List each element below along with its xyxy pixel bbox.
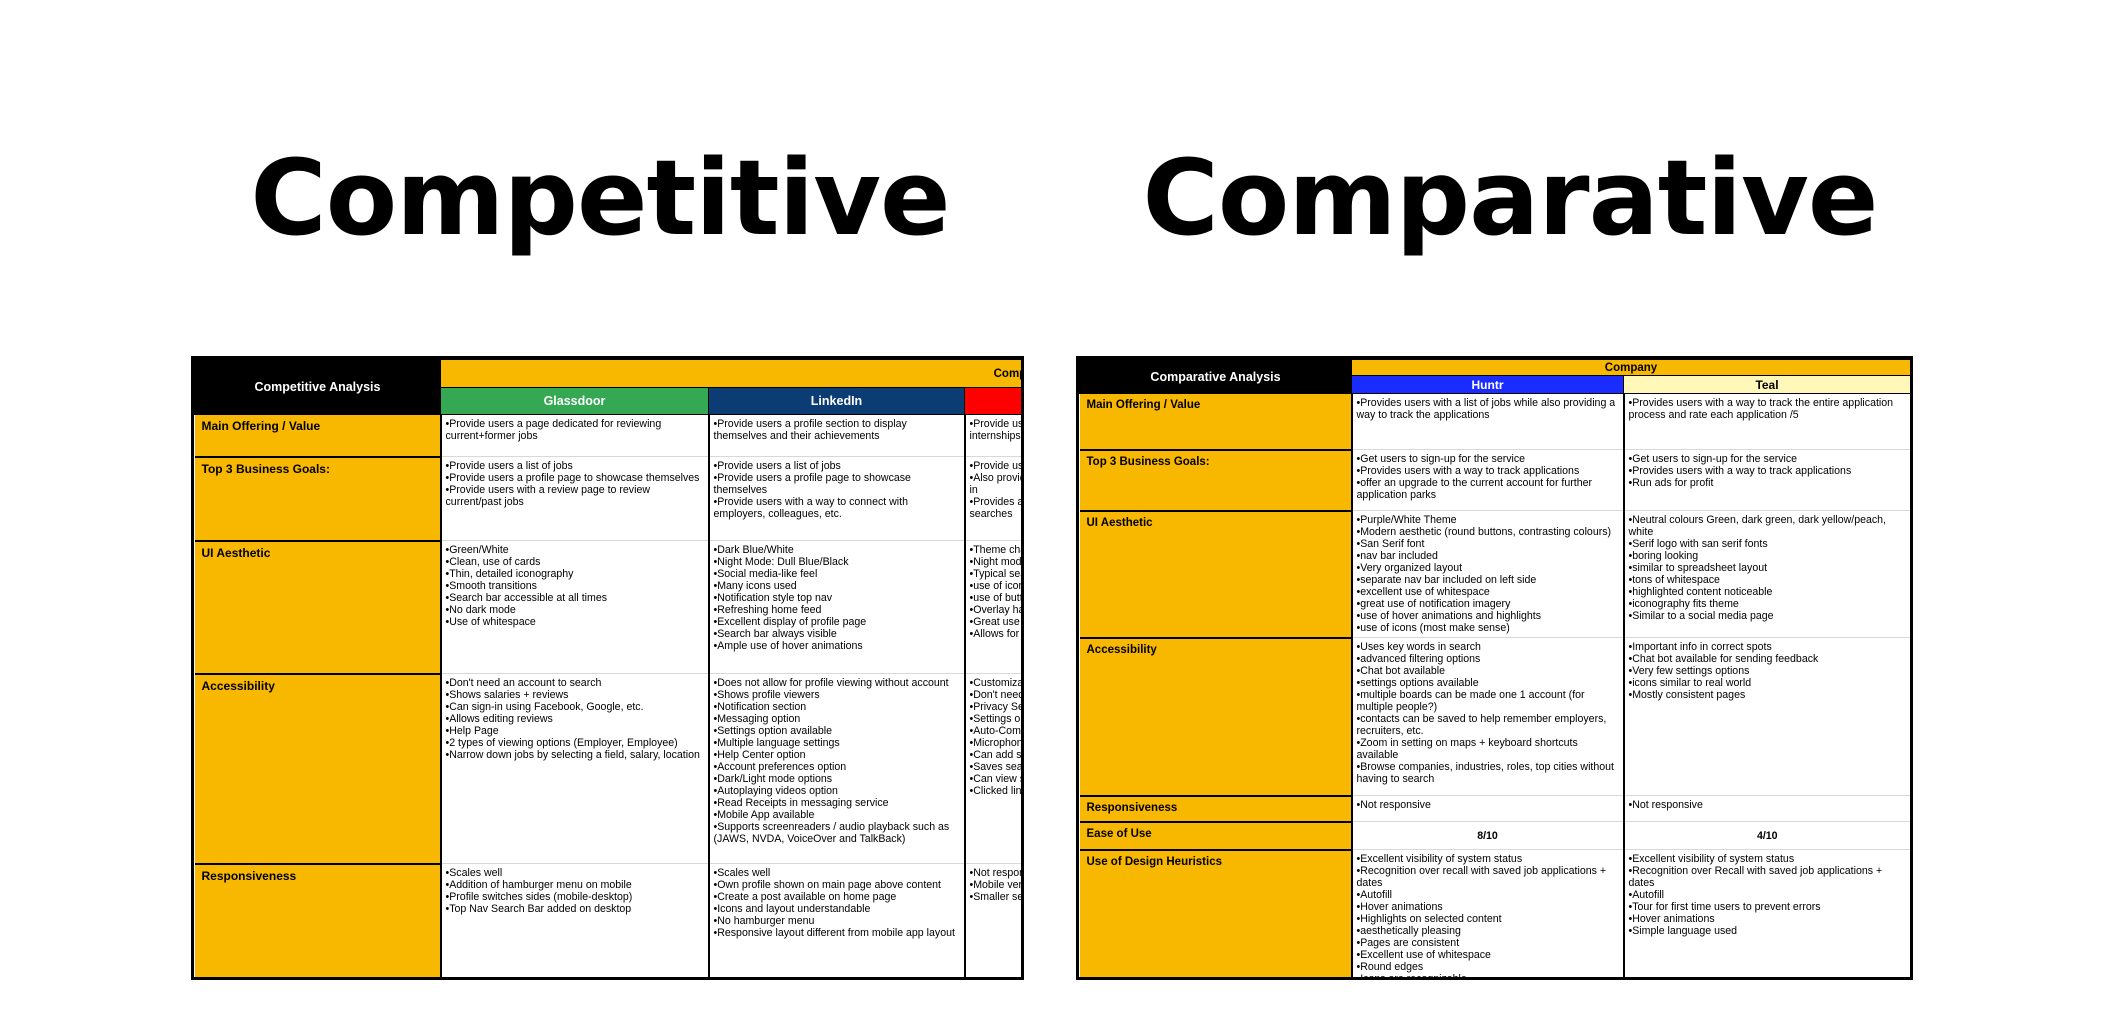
- row-label-ui-aesthetic: UI Aesthetic: [194, 540, 442, 675]
- competitive-heading: Competitive: [250, 137, 950, 259]
- table-cell: •Scales well •Addition of hamburger menu…: [440, 863, 710, 977]
- row-label-ui-aesthetic: UI Aesthetic: [1079, 510, 1353, 639]
- table-cell: •Get users to sign-up for the service •P…: [1351, 449, 1625, 511]
- cell-text: •Provides users with a list of jobs whil…: [1356, 397, 1616, 421]
- company-header-third: [963, 387, 1021, 415]
- cell-text: •Provide users a list of jobs •Provide u…: [445, 460, 700, 508]
- table-cell: •Don't need an account to search •Shows …: [440, 673, 710, 864]
- table-cell: •Provide users a list of jobs •Provide u…: [708, 456, 966, 541]
- table-cell: •Provide use •Also provide in •Provides …: [963, 456, 1024, 541]
- cell-text: •Scales well •Addition of hamburger menu…: [445, 867, 633, 915]
- row-label-responsiveness: Responsiveness: [1079, 795, 1353, 823]
- table-cell: •Uses key words in search •advanced filt…: [1351, 637, 1625, 796]
- cell-text: •Provide use internships,: [969, 418, 1024, 442]
- table-cell: •Provide users a page dedicated for revi…: [440, 414, 710, 457]
- cell-text: •Green/White •Clean, use of cards •Thin,…: [445, 544, 608, 628]
- competitive-analysis-table: Competitive Analysis Company Glassdoor L…: [191, 356, 1024, 980]
- table-title: Competitive Analysis: [194, 359, 441, 415]
- cell-text: •Provide users a profile section to disp…: [713, 418, 907, 442]
- company-header-glassdoor: Glassdoor: [440, 387, 709, 415]
- table-cell: •Customizab •Don't need •Privacy Set •Se…: [963, 673, 1024, 864]
- cell-text: •Scales well •Own profile shown on main …: [713, 867, 955, 939]
- table-cell: •Excellent visibility of system status •…: [1623, 849, 1910, 977]
- cell-text: •Get users to sign-up for the service •P…: [1356, 453, 1593, 501]
- company-header-teal: Teal: [1623, 375, 1910, 394]
- table-cell: •Neutral colours Green, dark green, dark…: [1623, 510, 1910, 638]
- cell-text: •Customizab •Don't need •Privacy Set •Se…: [969, 677, 1024, 797]
- table-cell: •Purple/White Theme •Modern aesthetic (r…: [1351, 510, 1625, 638]
- row-label-main-offering: Main Offering / Value: [194, 414, 442, 458]
- cell-text: •Not responsive: [1628, 799, 1703, 811]
- table-cell: •Not responsive: [1623, 795, 1910, 822]
- comparative-analysis-table: Comparative Analysis Company Huntr Teal …: [1076, 356, 1913, 980]
- comparative-heading: Comparative: [1142, 137, 1879, 259]
- row-label-accessibility: Accessibility: [194, 673, 442, 865]
- table-cell: •Scales well •Own profile shown on main …: [708, 863, 966, 977]
- cell-text: •Provides users with a way to track the …: [1628, 397, 1894, 421]
- cell-text: •Provide users a page dedicated for revi…: [445, 418, 662, 442]
- table-cell: •Get users to sign-up for the service •P…: [1623, 449, 1910, 511]
- cell-text: •Theme cha •Night mode •Typical sea •use…: [969, 544, 1024, 640]
- row-label-business-goals: Top 3 Business Goals:: [1079, 449, 1353, 512]
- cell-text: •Purple/White Theme •Modern aesthetic (r…: [1356, 514, 1612, 634]
- cell-text: •Does not allow for profile viewing with…: [713, 677, 950, 845]
- row-label-design-heuristics: Use of Design Heuristics: [1079, 849, 1353, 977]
- row-label-business-goals: Top 3 Business Goals:: [194, 456, 442, 542]
- cell-text: •Neutral colours Green, dark green, dark…: [1628, 514, 1887, 622]
- table-cell: •Provide use internships,: [963, 414, 1024, 457]
- table-cell: •Provide users a list of jobs •Provide u…: [440, 456, 710, 541]
- company-band: Company: [1351, 359, 1910, 376]
- company-header-linkedin: LinkedIn: [708, 387, 965, 415]
- cell-text: •Not respons •Mobile vers •Smaller sea: [969, 867, 1024, 903]
- cell-text: •Provide use •Also provide in •Provides …: [969, 460, 1024, 520]
- cell-text: •Excellent visibility of system status •…: [1628, 853, 1883, 937]
- score-cell: 8/10: [1351, 821, 1625, 850]
- cell-text: •Don't need an account to search •Shows …: [445, 677, 700, 761]
- score-cell: 4/10: [1623, 821, 1910, 850]
- cell-text: •Excellent visibility of system status •…: [1356, 853, 1607, 980]
- row-label-ease-of-use: Ease of Use: [1079, 821, 1353, 851]
- table-cell: •Dark Blue/White •Night Mode: Dull Blue/…: [708, 540, 966, 674]
- table-cell: •Provides users with a list of jobs whil…: [1351, 393, 1625, 450]
- row-label-main-offering: Main Offering / Value: [1079, 393, 1353, 451]
- company-header-huntr: Huntr: [1351, 375, 1624, 394]
- table-cell: •Green/White •Clean, use of cards •Thin,…: [440, 540, 710, 674]
- cell-text: •Important info in correct spots •Chat b…: [1628, 641, 1819, 701]
- table-cell: •Provide users a profile section to disp…: [708, 414, 966, 457]
- cell-text: •Dark Blue/White •Night Mode: Dull Blue/…: [713, 544, 867, 652]
- company-band: Company: [439, 359, 1021, 388]
- cell-text: •Provide users a list of jobs •Provide u…: [713, 460, 911, 520]
- table-cell: •Not responsive: [1351, 795, 1625, 822]
- table-cell: •Not respons •Mobile vers •Smaller sea: [963, 863, 1024, 977]
- table-title: Comparative Analysis: [1079, 359, 1352, 394]
- table-cell: •Excellent visibility of system status •…: [1351, 849, 1625, 980]
- cell-text: •Get users to sign-up for the service •P…: [1628, 453, 1852, 489]
- row-label-accessibility: Accessibility: [1079, 637, 1353, 797]
- table-cell: •Does not allow for profile viewing with…: [708, 673, 966, 864]
- cell-text: •Uses key words in search •advanced filt…: [1356, 641, 1614, 785]
- row-label-responsiveness: Responsiveness: [194, 863, 442, 977]
- table-cell: •Theme cha •Night mode •Typical sea •use…: [963, 540, 1024, 674]
- table-cell: •Important info in correct spots •Chat b…: [1623, 637, 1910, 796]
- cell-text: •Not responsive: [1356, 799, 1431, 811]
- table-cell: •Provides users with a way to track the …: [1623, 393, 1910, 450]
